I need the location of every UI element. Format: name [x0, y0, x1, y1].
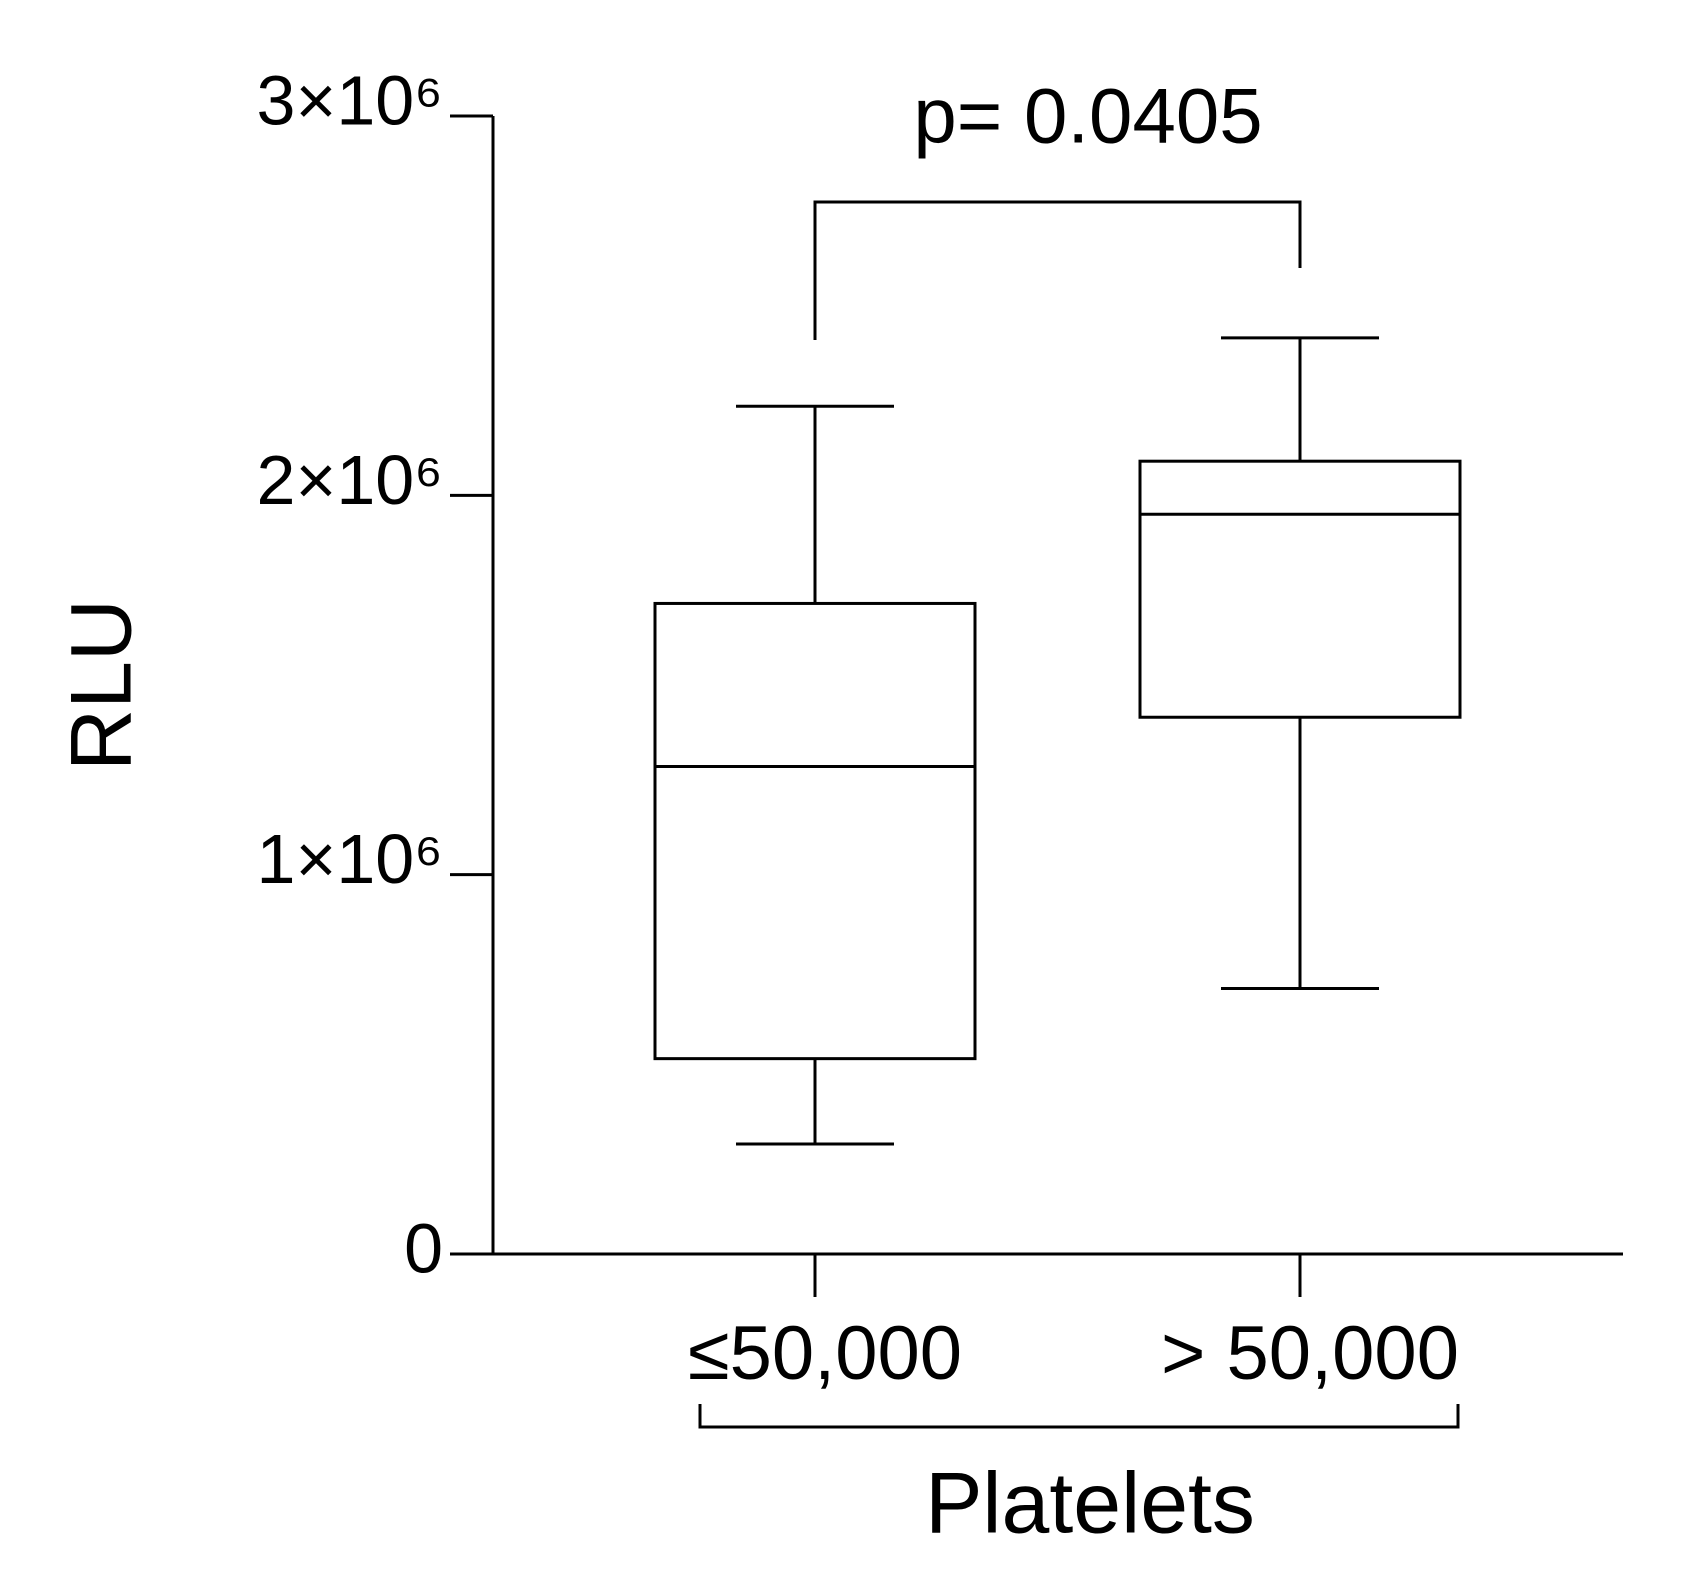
p-value: p= 0.0405: [913, 72, 1262, 160]
x-tick-label: > 50,000: [1161, 1311, 1459, 1396]
y-tick-label: 2×10⁶: [257, 441, 443, 519]
y-tick-label: 1×10⁶: [257, 820, 443, 898]
box: [1138, 459, 1462, 719]
group-bracket: [698, 1404, 1460, 1429]
x-axis-label: Platelets: [925, 1456, 1255, 1552]
y-tick-label: 0: [404, 1209, 443, 1287]
y-axis-label: RLU: [54, 599, 150, 771]
x-tick-label: ≤50,000: [688, 1311, 962, 1396]
y-tick-label: 3×10⁶: [257, 61, 443, 139]
box: [653, 601, 977, 1061]
significance-bracket: [813, 200, 1302, 340]
